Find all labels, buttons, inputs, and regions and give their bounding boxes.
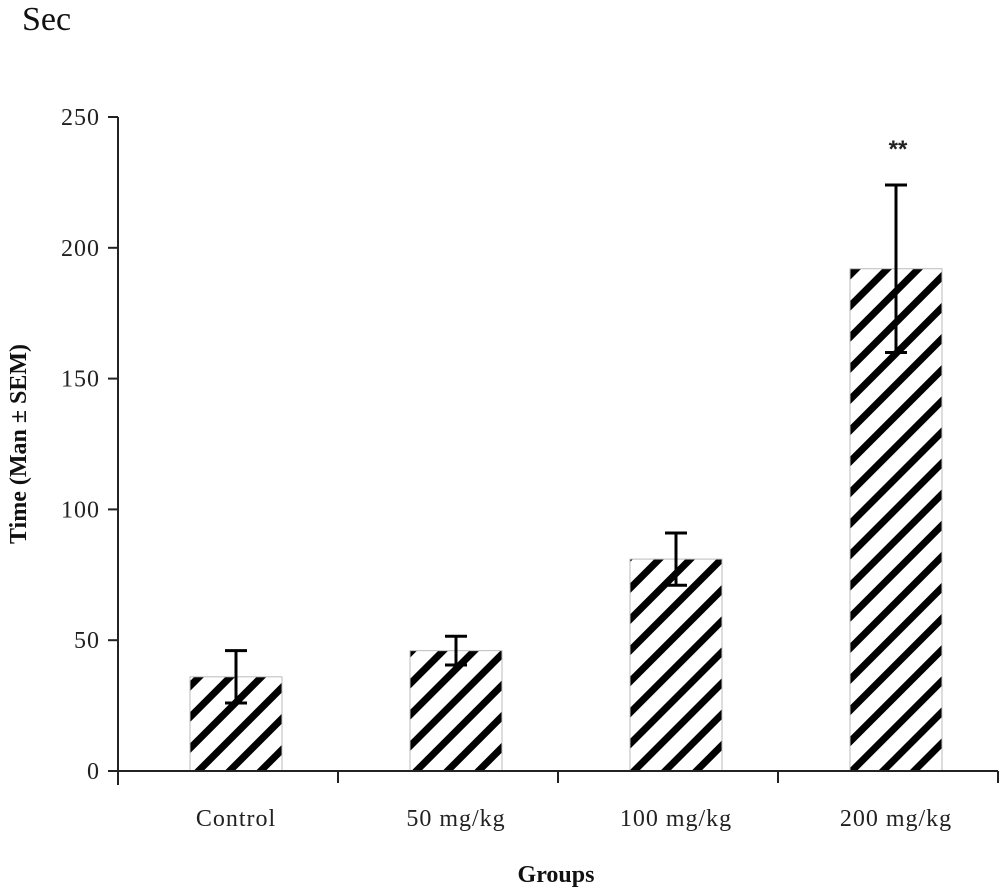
y-axis-title: Time (Man ± SEM): [6, 344, 32, 544]
y-tick-label: 150: [61, 367, 100, 393]
y-tick-label: 50: [74, 628, 100, 654]
y-tick-label: 200: [61, 236, 100, 262]
x-tick-label: 200 mg/kg: [840, 806, 952, 832]
x-tick-label: Control: [196, 806, 276, 832]
bar: [629, 558, 723, 772]
y-tick-label: 0: [87, 759, 100, 785]
bars-group: **: [189, 136, 943, 772]
x-tick-label: 100 mg/kg: [620, 806, 732, 832]
bar: [409, 650, 503, 772]
y-tick-label: 100: [61, 497, 100, 523]
x-tick-label: 50 mg/kg: [406, 806, 505, 832]
y-axis: 0 50 100 150 200 250: [61, 105, 119, 785]
x-axis: Control 50 mg/kg 100 mg/kg 200 mg/kg: [108, 770, 999, 832]
unit-label: Sec: [22, 1, 71, 38]
y-tick-label: 250: [61, 105, 100, 131]
x-axis-title: Groups: [518, 862, 595, 888]
significance-annotation: **: [889, 136, 908, 163]
